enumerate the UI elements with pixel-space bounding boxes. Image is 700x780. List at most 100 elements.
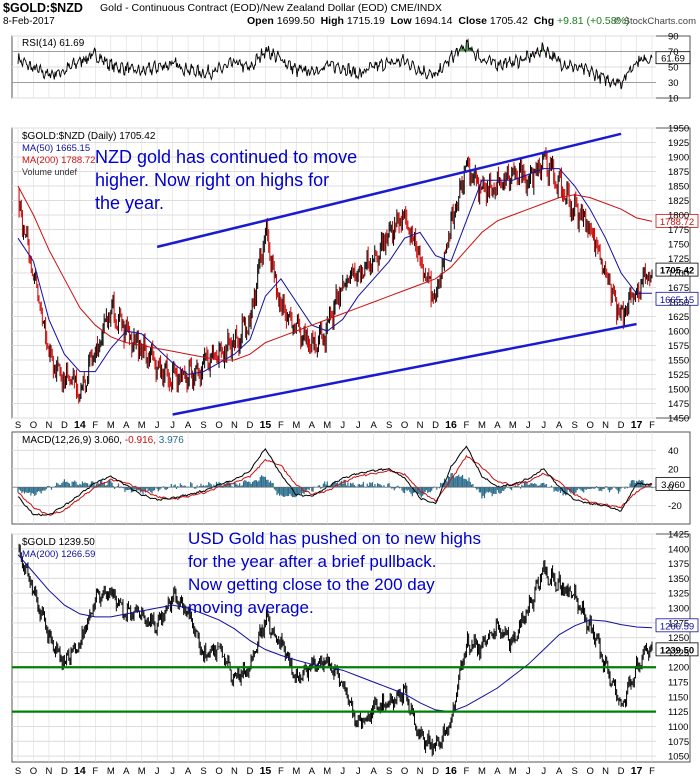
x-axis-label: J <box>170 766 175 777</box>
x-axis-label: N <box>417 766 424 777</box>
x-axis-label: M <box>478 766 486 777</box>
usd-annotation-line: USD Gold has pushed on to new highs <box>188 529 481 548</box>
price-panel-y-tick: 1875 <box>668 167 689 178</box>
x-axis-label: O <box>586 420 593 431</box>
close-value: 1705.42 <box>489 15 528 27</box>
symbol-subtitle: Gold - Continuous Contract (EOD)/New Zea… <box>100 2 442 14</box>
price-legend-main: $GOLD:$NZD (Daily) 1705.42 <box>22 131 156 142</box>
usd-gold-panel-y-tick: 1150 <box>668 692 688 703</box>
rsi-panel-y-tick: 70 <box>668 47 679 58</box>
x-axis-label: N <box>602 766 609 777</box>
watermark: © StockCharts.com <box>614 16 696 27</box>
macd-legend-part: 3.976 <box>156 435 184 446</box>
nzd-annotation-line: higher. Now right on highs for <box>95 170 329 190</box>
x-axis-label: J <box>541 420 546 431</box>
price-panel-y-tick: 1650 <box>668 298 689 309</box>
rsi-current-label: 61.69 <box>661 54 685 65</box>
rsi-panel-y-tick: 50 <box>668 63 679 74</box>
x-axis-label: O <box>215 420 222 431</box>
macd-legend: MACD(12,26,9) 3.060, -0.916, 3.976 <box>22 435 184 446</box>
usd-gold-panel-y-tick: 1300 <box>668 604 689 615</box>
chg-value: +9.81 (+0.58%) <box>557 15 630 27</box>
price-panel-y-tick: 1625 <box>668 312 689 323</box>
usd-current-label: 1239.50 <box>660 645 694 656</box>
x-axis-label: A <box>494 766 501 777</box>
rsi-legend: RSI(14) 61.69 <box>22 38 85 49</box>
x-axis-label: O <box>30 766 37 777</box>
x-axis-label: D <box>247 420 254 431</box>
x-axis-label: J <box>356 766 361 777</box>
x-axis-label: O <box>401 766 408 777</box>
macd-line <box>17 445 653 517</box>
usd-gold-panel-y-tick: 1075 <box>668 737 689 748</box>
x-axis-label: J <box>340 420 345 431</box>
usd-current-box <box>655 642 699 657</box>
chg-label: Chg <box>533 15 555 27</box>
x-axis-label: S <box>15 420 21 431</box>
x-axis-label: S <box>200 420 206 431</box>
usd-gold-panel-y-tick: 1200 <box>668 663 689 674</box>
price-panel-y-tick: 1775 <box>668 225 689 236</box>
price-panel-y-tick: 1700 <box>668 269 689 280</box>
low-label: Low <box>390 15 412 27</box>
x-axis-label: F <box>92 766 98 777</box>
usd-gold-panel-y-tick: 1225 <box>668 648 689 659</box>
price-panel-y-tick: 1475 <box>668 399 689 410</box>
price-panel-y-tick: 1550 <box>668 356 689 367</box>
rsi-panel-y-tick: 90 <box>668 32 679 43</box>
price-panel-y-tick: 1950 <box>668 124 689 135</box>
x-axis-label: S <box>15 766 21 777</box>
x-axis-label: D <box>618 766 625 777</box>
open-label: Open <box>247 15 274 27</box>
usd-current-label: 1266.59 <box>660 621 694 632</box>
x-axis-label: J <box>526 766 531 777</box>
x-axis-label: M <box>292 420 300 431</box>
price-panel-y-tick: 1900 <box>668 153 689 164</box>
chart-header: $GOLD:$NZD Gold - Continuous Contract (E… <box>0 0 700 34</box>
usd-ma200-line <box>17 554 653 713</box>
x-axis-label: M <box>323 420 331 431</box>
macd-signal-line <box>17 454 653 516</box>
x-axis-label: A <box>370 420 377 431</box>
price-panel-y-tick: 1675 <box>668 283 689 294</box>
x-axis-label: M <box>509 420 517 431</box>
price-panel-y-tick: 1925 <box>668 138 689 149</box>
x-axis-label: 17 <box>631 765 643 777</box>
price-panel <box>11 127 699 419</box>
x-axis-label: F <box>278 420 284 431</box>
x-axis-label: 17 <box>631 419 643 431</box>
x-axis-label: M <box>478 420 486 431</box>
rsi-panel-y-tick: 30 <box>668 78 679 89</box>
x-axis-label: F <box>649 420 655 431</box>
usd-gold-panel-y-tick: 1050 <box>668 752 689 763</box>
x-axis-label: J <box>155 420 160 431</box>
x-axis-label: N <box>45 420 52 431</box>
ma200-line <box>17 185 653 361</box>
price-current-box <box>655 262 699 277</box>
usd-gold-panel-y-tick: 1125 <box>668 707 688 718</box>
ohlc-readout: Open 1699.50 High 1715.19 Low 1694.14 Cl… <box>247 15 629 27</box>
price-legend-volume: Volume undef <box>22 167 78 177</box>
usd-current-box <box>655 618 699 633</box>
upper-trendline <box>156 132 622 249</box>
price-panel-y-tick: 1825 <box>668 196 689 207</box>
x-axis-label: D <box>247 766 254 777</box>
price-current-label: 1665.15 <box>660 295 694 306</box>
price-panel-y-tick: 1750 <box>668 240 689 251</box>
x-axis-label: O <box>215 766 222 777</box>
rsi-panel-y-tick: 10 <box>668 94 679 105</box>
x-axis-label: A <box>309 420 316 431</box>
usd-annotation-line: Now getting close to the 200 day <box>188 575 435 594</box>
x-axis-label: 14 <box>74 419 86 431</box>
price-panel-y-tick: 1850 <box>668 182 689 193</box>
low-value: 1694.14 <box>414 15 453 27</box>
x-axis-label: 16 <box>445 419 457 431</box>
x-axis-label: 15 <box>260 765 272 777</box>
price-panel-y-tick: 1525 <box>668 370 689 381</box>
x-axis-label: S <box>572 766 578 777</box>
x-axis-label: D <box>61 420 68 431</box>
x-axis-label: M <box>138 420 146 431</box>
macd-panel-y-tick: -20 <box>668 501 682 512</box>
lower-trendline <box>172 322 637 416</box>
